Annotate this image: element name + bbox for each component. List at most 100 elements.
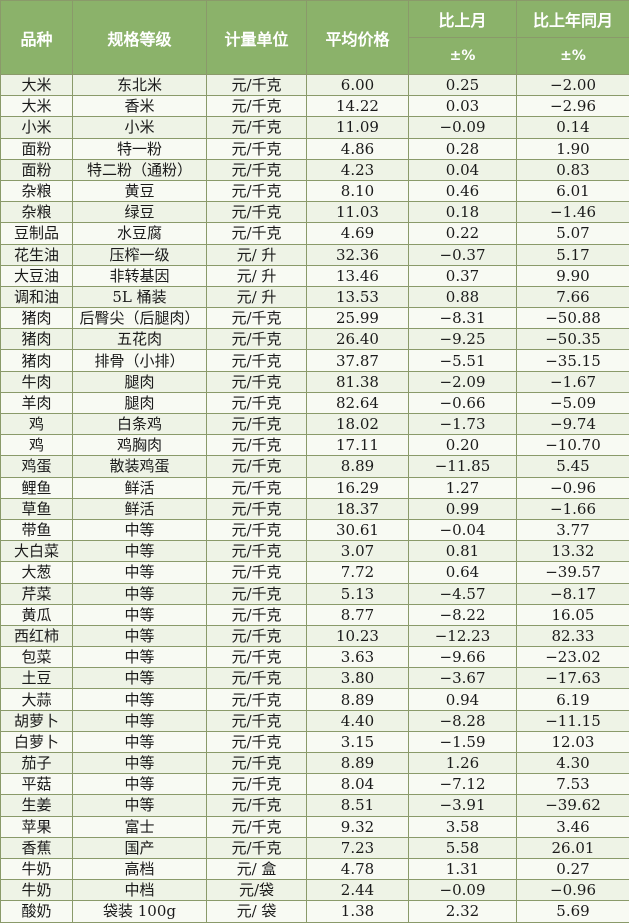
cell-spec: 特二粉（通粉） [73,159,207,180]
header-yoy: 比上年同月 [517,1,629,38]
cell-variety: 小米 [1,117,73,138]
cell-mom-change: −9.66 [409,647,517,668]
cell-mom-change: 0.46 [409,180,517,201]
cell-variety: 草鱼 [1,498,73,519]
cell-avg-price: 9.32 [307,816,409,837]
cell-mom-change: 0.28 [409,138,517,159]
cell-unit: 元/千克 [207,414,307,435]
cell-variety: 茄子 [1,753,73,774]
cell-unit: 元/千克 [207,159,307,180]
cell-avg-price: 8.89 [307,689,409,710]
cell-variety: 西红柿 [1,625,73,646]
cell-avg-price: 7.23 [307,837,409,858]
cell-unit: 元/ 升 [207,244,307,265]
cell-unit: 元/千克 [207,689,307,710]
cell-unit: 元/千克 [207,392,307,413]
cell-unit: 元/千克 [207,96,307,117]
cell-spec: 五花肉 [73,329,207,350]
cell-spec: 水豆腐 [73,223,207,244]
cell-yoy-change: −1.46 [517,202,629,223]
cell-yoy-change: 0.27 [517,858,629,879]
cell-avg-price: 3.07 [307,541,409,562]
cell-yoy-change: 1.90 [517,138,629,159]
cell-spec: 压榨一级 [73,244,207,265]
cell-yoy-change: 0.83 [517,159,629,180]
cell-yoy-change: −1.67 [517,371,629,392]
cell-variety: 平菇 [1,774,73,795]
cell-yoy-change: 16.05 [517,604,629,625]
cell-yoy-change: −39.57 [517,562,629,583]
cell-spec: 中等 [73,541,207,562]
cell-variety: 花生油 [1,244,73,265]
cell-spec: 中等 [73,774,207,795]
cell-spec: 国产 [73,837,207,858]
cell-unit: 元/千克 [207,647,307,668]
cell-variety: 牛奶 [1,880,73,901]
cell-unit: 元/ 升 [207,286,307,307]
cell-variety: 生姜 [1,795,73,816]
cell-yoy-change: −2.96 [517,96,629,117]
cell-spec: 特一粉 [73,138,207,159]
cell-mom-change: −0.04 [409,519,517,540]
cell-yoy-change: −9.74 [517,414,629,435]
cell-yoy-change: 7.53 [517,774,629,795]
cell-spec: 后臀尖（后腿肉） [73,308,207,329]
cell-avg-price: 14.22 [307,96,409,117]
cell-avg-price: 7.72 [307,562,409,583]
cell-avg-price: 25.99 [307,308,409,329]
cell-spec: 中等 [73,710,207,731]
cell-spec: 中等 [73,519,207,540]
cell-mom-change: 0.99 [409,498,517,519]
cell-unit: 元/ 升 [207,265,307,286]
cell-avg-price: 8.51 [307,795,409,816]
cell-yoy-change: 6.19 [517,689,629,710]
cell-variety: 豆制品 [1,223,73,244]
cell-mom-change: 0.03 [409,96,517,117]
cell-mom-change: −5.51 [409,350,517,371]
cell-spec: 腿肉 [73,371,207,392]
cell-yoy-change: 3.46 [517,816,629,837]
cell-unit: 元/ 盒 [207,858,307,879]
cell-unit: 元/千克 [207,519,307,540]
cell-spec: 绿豆 [73,202,207,223]
cell-unit: 元/千克 [207,138,307,159]
cell-mom-change: −7.12 [409,774,517,795]
cell-spec: 散装鸡蛋 [73,456,207,477]
cell-unit: 元/千克 [207,774,307,795]
cell-spec: 排骨（小排） [73,350,207,371]
cell-spec: 鲜活 [73,477,207,498]
cell-yoy-change: 5.17 [517,244,629,265]
cell-avg-price: 8.89 [307,456,409,477]
cell-mom-change: −11.85 [409,456,517,477]
cell-unit: 元/千克 [207,456,307,477]
cell-unit: 元/千克 [207,308,307,329]
cell-yoy-change: −11.15 [517,710,629,731]
cell-yoy-change: −8.17 [517,583,629,604]
cell-variety: 大米 [1,96,73,117]
cell-mom-change: −9.25 [409,329,517,350]
cell-yoy-change: 7.66 [517,286,629,307]
cell-mom-change: −2.09 [409,371,517,392]
cell-spec: 中等 [73,583,207,604]
header-yoy-pm: ±% [517,38,629,75]
cell-unit: 元/千克 [207,75,307,96]
cell-yoy-change: −23.02 [517,647,629,668]
